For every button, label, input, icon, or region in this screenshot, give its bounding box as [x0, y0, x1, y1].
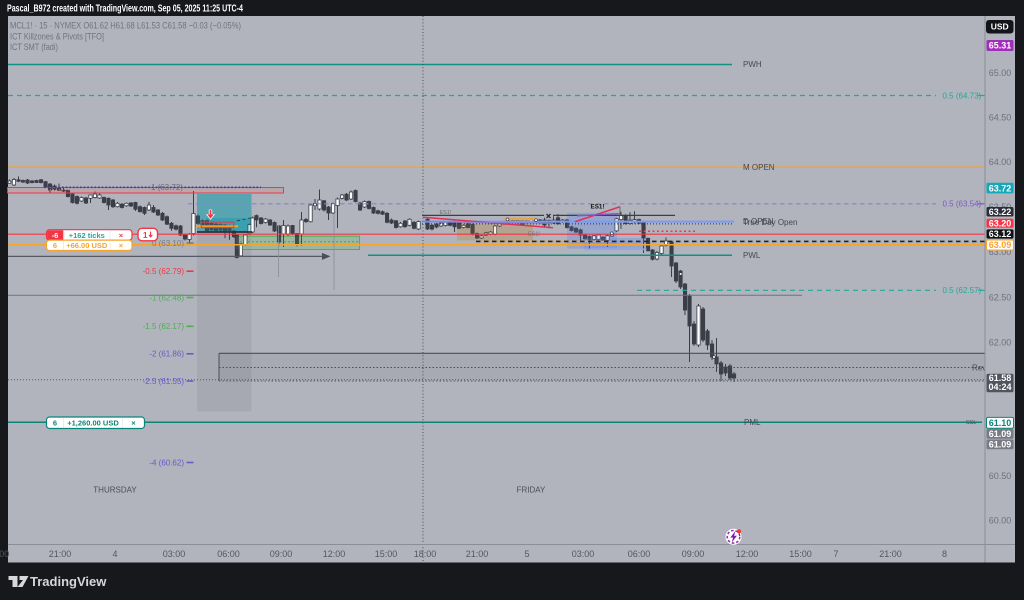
svg-text:+162 ticks: +162 ticks — [69, 231, 105, 240]
svg-text:True Day Open: True Day Open — [743, 218, 797, 227]
svg-text:7: 7 — [833, 549, 838, 559]
svg-text:PWL: PWL — [743, 251, 761, 260]
svg-text:21:00: 21:00 — [49, 549, 72, 559]
svg-text:+1,260.00 USD: +1,260.00 USD — [67, 419, 119, 428]
svg-text:64.00: 64.00 — [989, 157, 1012, 167]
svg-text:63.72: 63.72 — [989, 183, 1012, 193]
svg-text:61.09: 61.09 — [989, 440, 1012, 450]
svg-text:06:00: 06:00 — [217, 549, 240, 559]
svg-text:63.20: 63.20 — [989, 218, 1012, 228]
svg-text:65.31: 65.31 — [989, 41, 1012, 51]
svg-text:-1.5 (62.17): -1.5 (62.17) — [143, 322, 185, 331]
svg-text:0.5 (62.57): 0.5 (62.57) — [943, 286, 982, 295]
svg-text:62.00: 62.00 — [989, 338, 1012, 348]
svg-text:USD: USD — [991, 22, 1009, 32]
svg-text:ES1!: ES1! — [528, 232, 540, 238]
svg-text:4: 4 — [112, 549, 117, 559]
svg-text:Pascal_B972 created with Tradi: Pascal_B972 created with TradingView.com… — [7, 3, 243, 14]
svg-text:21:00: 21:00 — [879, 549, 902, 559]
svg-text:MCL1! · 15 · NYMEX O61.62 H6: MCL1! · 15 · NYMEX O61.62 H61.68 L61.53 … — [10, 20, 241, 30]
svg-text:0 (63.10): 0 (63.10) — [152, 239, 184, 248]
svg-text:TradingView: TradingView — [30, 574, 107, 589]
svg-text:ICT SMT (fadi): ICT SMT (fadi) — [10, 42, 58, 52]
svg-text:8: 8 — [942, 549, 947, 559]
svg-text:ES1!: ES1! — [591, 204, 605, 211]
svg-text:SSL: SSL — [966, 420, 976, 426]
svg-text:D OPEN: D OPEN — [743, 217, 774, 226]
svg-text:03:00: 03:00 — [163, 549, 186, 559]
svg-text:ICT Killzones & Pivots [TFO]: ICT Killzones & Pivots [TFO] — [10, 32, 104, 42]
svg-text:62.50: 62.50 — [989, 293, 1012, 303]
svg-text:-1 (62.48): -1 (62.48) — [149, 293, 184, 302]
svg-text:-2 (61.86): -2 (61.86) — [149, 350, 184, 359]
svg-text:1: 1 — [143, 230, 148, 240]
svg-text:FRIDAY: FRIDAY — [517, 486, 546, 495]
svg-text:63.22: 63.22 — [989, 207, 1012, 217]
svg-text:15:00: 15:00 — [375, 549, 398, 559]
svg-text:ES1!: ES1! — [440, 210, 452, 216]
svg-text:×: × — [119, 241, 124, 250]
svg-text:09:00: 09:00 — [270, 549, 293, 559]
svg-text:65.00: 65.00 — [989, 68, 1012, 78]
svg-text:60.50: 60.50 — [989, 471, 1012, 481]
svg-text:0.5 (64.73): 0.5 (64.73) — [943, 91, 982, 100]
svg-text:04:24: 04:24 — [988, 382, 1011, 392]
svg-text:×: × — [131, 419, 136, 428]
svg-text:63.12: 63.12 — [989, 229, 1012, 239]
svg-text:63.09: 63.09 — [989, 240, 1012, 250]
svg-text:PWH: PWH — [743, 60, 762, 69]
svg-text:09:00: 09:00 — [682, 549, 705, 559]
svg-text:THURSDAY: THURSDAY — [93, 486, 137, 495]
svg-text:M OPEN: M OPEN — [743, 163, 775, 172]
svg-text:×: × — [119, 231, 124, 240]
svg-text::00: :00 — [0, 549, 9, 559]
svg-text:61.10: 61.10 — [989, 418, 1012, 428]
svg-text:-4 (60.62): -4 (60.62) — [149, 458, 184, 467]
svg-text:-0.5 (62.79): -0.5 (62.79) — [143, 267, 185, 276]
svg-text:-2.5 (61.55): -2.5 (61.55) — [143, 377, 185, 386]
svg-text:21:00: 21:00 — [466, 549, 489, 559]
svg-text:Rev: Rev — [972, 364, 986, 373]
svg-text:+66.00 USD: +66.00 USD — [66, 241, 108, 250]
svg-text:12:00: 12:00 — [323, 549, 346, 559]
svg-text:0.5 (63.54): 0.5 (63.54) — [943, 200, 982, 209]
svg-text:-6: -6 — [52, 231, 59, 240]
svg-text:06:00: 06:00 — [628, 549, 651, 559]
svg-text:5: 5 — [524, 549, 529, 559]
svg-text:15:00: 15:00 — [789, 549, 812, 559]
svg-text:64.50: 64.50 — [989, 113, 1012, 123]
svg-text:18:00: 18:00 — [414, 549, 437, 559]
svg-text:60.00: 60.00 — [989, 516, 1012, 526]
svg-text:12:00: 12:00 — [736, 549, 759, 559]
svg-text:03:00: 03:00 — [572, 549, 595, 559]
svg-text:PML: PML — [744, 418, 761, 427]
svg-text:61.58: 61.58 — [989, 373, 1012, 383]
svg-text:1 (63.72): 1 (63.72) — [151, 183, 183, 192]
svg-text:61.09: 61.09 — [989, 429, 1012, 439]
svg-text:6: 6 — [53, 241, 57, 250]
svg-text:63.00: 63.00 — [989, 247, 1012, 257]
svg-text:6: 6 — [53, 419, 57, 428]
